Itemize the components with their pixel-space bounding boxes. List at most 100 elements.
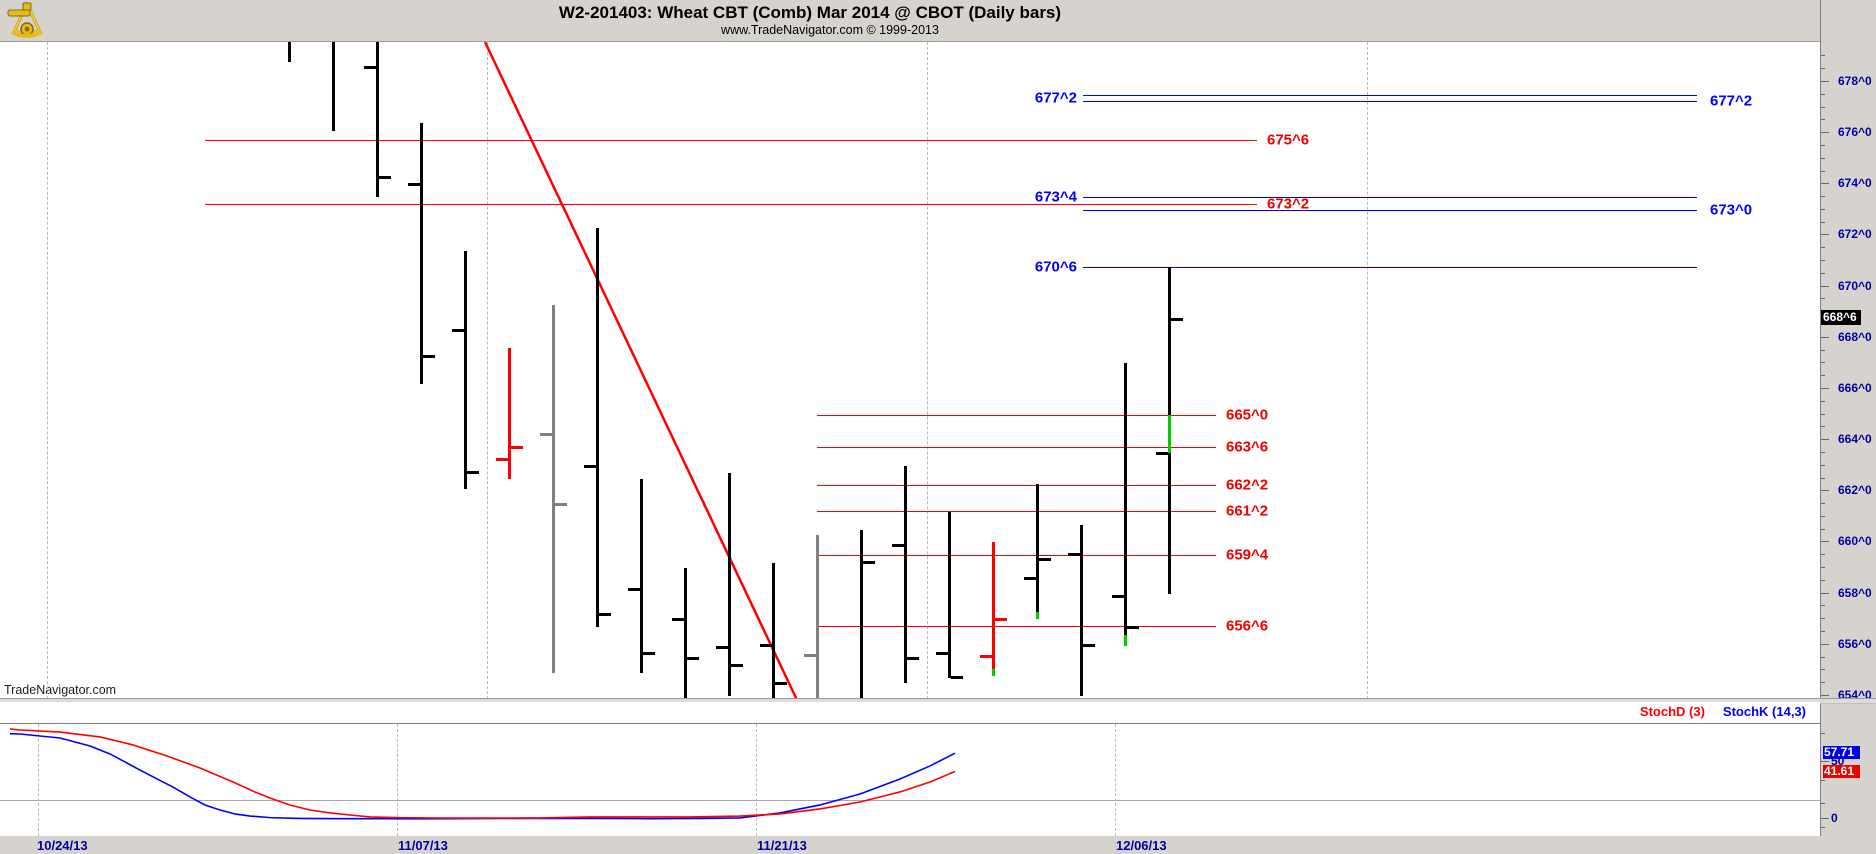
ohlc-bar[interactable] — [860, 529, 863, 699]
projection-level-line[interactable] — [1083, 101, 1697, 103]
close-tick — [1039, 558, 1051, 562]
open-tick — [1024, 577, 1036, 581]
support-level-line[interactable] — [817, 446, 1216, 448]
axis-minor-tick — [1821, 247, 1825, 249]
axis-minor-tick — [1821, 818, 1829, 819]
ohlc-bar[interactable] — [420, 122, 423, 384]
axis-minor-tick — [1821, 605, 1825, 607]
axis-minor-tick — [1821, 733, 1825, 734]
stoch-axis-label: 0 — [1831, 811, 1838, 825]
projection-level-line[interactable] — [1083, 197, 1697, 199]
ohlc-bar[interactable] — [1080, 524, 1083, 696]
axis-minor-tick — [1821, 196, 1825, 198]
axis-minor-tick — [1821, 81, 1829, 82]
open-tick — [936, 651, 948, 655]
ohlc-bar[interactable] — [1036, 483, 1039, 612]
price-tick-label: 656^0 — [1838, 636, 1872, 651]
open-tick — [628, 587, 640, 591]
chart-subtitle: www.TradeNavigator.com © 1999-2013 — [721, 23, 939, 37]
watermark-text: TradeNavigator.com — [4, 683, 117, 697]
close-tick — [599, 613, 611, 617]
green-mark — [992, 669, 995, 676]
axis-minor-tick — [1821, 780, 1825, 781]
ohlc-bar[interactable] — [684, 568, 687, 699]
open-tick — [1112, 595, 1124, 599]
stochastic-pane-header: StochD (3) StochK (14,3) — [0, 702, 1820, 723]
axis-minor-tick — [1821, 528, 1825, 530]
ohlc-bar[interactable] — [376, 42, 379, 198]
ohlc-bar[interactable] — [992, 542, 995, 676]
price-tick-label: 674^0 — [1838, 176, 1872, 191]
support-level-line[interactable] — [205, 139, 1257, 141]
axis-minor-tick — [1821, 183, 1829, 185]
support-level-line[interactable] — [817, 555, 1216, 557]
axis-minor-tick — [1821, 272, 1825, 274]
close-tick — [907, 656, 919, 660]
axis-minor-tick — [1821, 464, 1825, 466]
open-tick — [760, 643, 772, 647]
axis-minor-tick — [1821, 68, 1825, 70]
ohlc-bar[interactable] — [904, 465, 907, 684]
close-tick — [687, 656, 699, 660]
axis-minor-tick — [1821, 631, 1825, 633]
projection-level-line[interactable] — [1083, 95, 1697, 97]
axis-minor-tick — [1821, 387, 1829, 389]
support-level-line[interactable] — [817, 484, 1216, 486]
axis-minor-tick — [1821, 119, 1825, 121]
date-tick-label: 12/06/13 — [1116, 838, 1167, 853]
projection-level-line[interactable] — [1083, 267, 1697, 269]
ohlc-bar[interactable] — [288, 42, 291, 62]
projection-level-line[interactable] — [1083, 209, 1697, 211]
ohlc-bar[interactable] — [552, 304, 555, 673]
stochk-value-box: 57.71 — [1823, 746, 1860, 760]
ohlc-bar[interactable] — [728, 473, 731, 696]
ohlc-bar[interactable] — [816, 534, 819, 699]
ohlc-bar[interactable] — [1124, 363, 1127, 645]
open-tick — [804, 654, 816, 658]
close-tick — [1127, 625, 1139, 629]
ohlc-bar[interactable] — [596, 227, 599, 627]
support-level-label: 662^2 — [1226, 476, 1269, 494]
support-level-line[interactable] — [205, 203, 1257, 205]
support-level-line[interactable] — [817, 510, 1216, 512]
price-pane[interactable]: TradeNavigator.com 675^6 673^2 665^0 663^6 6… — [0, 41, 1820, 699]
ohlc-bar[interactable] — [640, 478, 643, 673]
axis-minor-tick — [1821, 336, 1829, 338]
date-axis[interactable]: 10/24/13 11/07/13 11/21/13 12/06/13 — [0, 836, 1876, 854]
price-tick-label: 672^0 — [1838, 227, 1872, 242]
ohlc-bar[interactable] — [332, 42, 335, 131]
open-tick — [980, 655, 992, 659]
axis-minor-tick — [1821, 400, 1825, 402]
projection-level-label-left: 670^6 — [1034, 258, 1077, 276]
axis-minor-tick — [1821, 592, 1829, 594]
support-level-label: 673^2 — [1267, 195, 1310, 213]
date-gridline — [756, 724, 757, 836]
stochastic-pane[interactable] — [0, 723, 1820, 837]
price-axis[interactable]: 678^0 676^0 674^0 672^0 670^0 668^0 666^0 664^0… — [1820, 0, 1876, 854]
close-tick — [995, 618, 1007, 622]
open-tick — [540, 432, 552, 436]
ohlc-bar[interactable] — [772, 562, 775, 699]
axis-minor-tick — [1821, 567, 1825, 569]
support-level-label: 675^6 — [1267, 131, 1310, 149]
open-tick — [1156, 451, 1168, 455]
close-tick — [423, 354, 435, 358]
open-tick — [1068, 553, 1080, 556]
price-tick-label: 676^0 — [1838, 125, 1872, 140]
projection-level-label-left: 673^4 — [1034, 188, 1077, 206]
axis-minor-tick — [1821, 618, 1825, 620]
price-tick-label: 660^0 — [1838, 534, 1872, 549]
stochd-value-box: 41.61 — [1823, 764, 1860, 778]
ohlc-bar[interactable] — [508, 348, 511, 479]
trend-line[interactable] — [0, 42, 1820, 699]
ohlc-bar[interactable] — [464, 250, 467, 489]
price-tick-label: 662^0 — [1838, 483, 1872, 498]
ohlc-bar[interactable] — [948, 511, 951, 679]
support-level-line[interactable] — [817, 625, 1216, 627]
stochd-legend-label: StochD (3) — [1639, 704, 1705, 719]
support-level-line[interactable] — [817, 414, 1216, 416]
axis-minor-tick — [1821, 682, 1825, 684]
close-tick — [863, 560, 875, 564]
axis-minor-tick — [1821, 260, 1825, 262]
date-gridline — [927, 42, 928, 699]
